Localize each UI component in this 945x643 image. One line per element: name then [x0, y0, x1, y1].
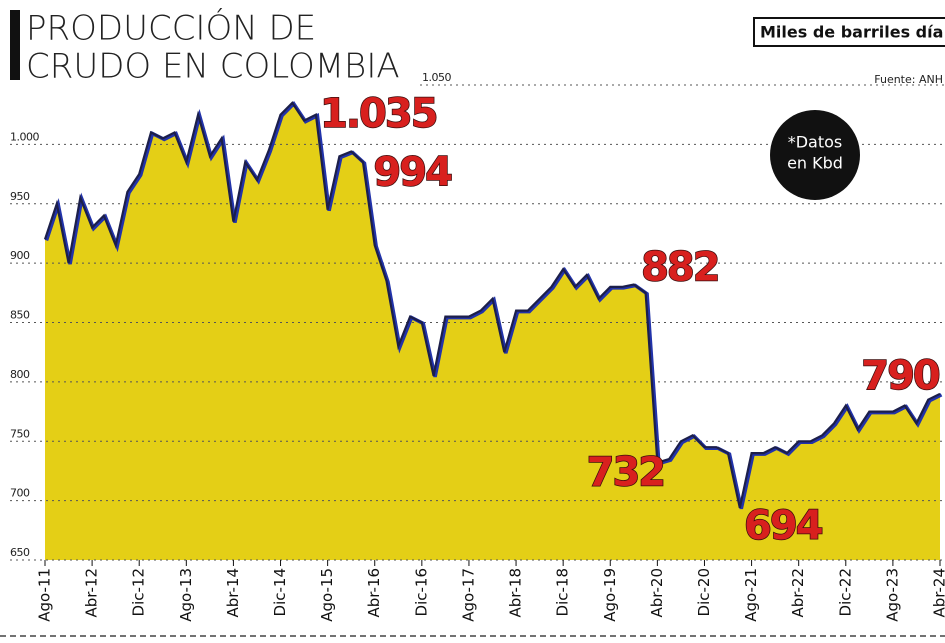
value-label: 694	[744, 503, 822, 549]
value-label: 732	[587, 450, 665, 496]
y-tick-label: 900	[10, 249, 30, 262]
x-tick-label: Dic-22	[836, 568, 854, 616]
chart-title: PRODUCCIÓN DE	[26, 8, 316, 49]
y-tick-label: 1.050	[422, 71, 451, 84]
value-label: 994	[373, 150, 451, 196]
area	[45, 102, 940, 561]
x-tick-label: Abr-20	[648, 568, 666, 618]
value-label: 882	[641, 245, 719, 291]
unit-box	[753, 17, 945, 47]
x-tick-label: Ago-23	[883, 568, 901, 622]
line-shadow	[44, 101, 943, 510]
x-tick-label: Dic-16	[412, 568, 430, 616]
y-tick-label: 650	[10, 546, 30, 559]
y-tick-label: 950	[10, 190, 30, 203]
note: en Kbd	[787, 154, 843, 173]
y-tick-label: 850	[10, 309, 30, 322]
x-tick-label: Dic-14	[271, 568, 289, 616]
x-tick-label: Dic-18	[554, 568, 572, 616]
x-tick-label: Abr-24	[931, 568, 945, 618]
x-tick-label: Abr-16	[365, 568, 383, 618]
x-tick-label: Abr-18	[507, 568, 525, 618]
x-tick-label: Abr-22	[789, 568, 807, 618]
x-tick-label: Abr-12	[83, 568, 101, 618]
x-tick-label: Abr-14	[224, 568, 242, 618]
y-tick-label: 1.000	[10, 130, 39, 143]
x-tick-label: Ago-15	[318, 568, 336, 622]
unit-label: Miles de barriles día	[760, 23, 943, 42]
x-tick-label: Dic-20	[695, 568, 713, 616]
y-tick-label: 800	[10, 368, 30, 381]
title-bar	[10, 10, 20, 80]
value-label: 790	[861, 353, 939, 399]
note-circle	[770, 110, 860, 200]
line	[43, 101, 941, 509]
source: Fuente: ANH	[874, 73, 943, 86]
x-tick-label: Ago-21	[742, 568, 760, 622]
y-tick-label: 750	[10, 427, 30, 440]
x-tick-label: Ago-17	[459, 568, 477, 622]
x-tick-label: Ago-19	[601, 568, 619, 622]
value-label: 1.035	[320, 91, 437, 137]
x-tick-label: Ago-11	[36, 568, 54, 622]
plot: 650 700 750 800 850 900 950 1.000 1.050 Ago-11 Abr…	[10, 71, 945, 622]
y-tick-label: 700	[10, 487, 30, 500]
note: *Datos	[788, 133, 843, 152]
x-tick-label: Dic-12	[130, 568, 148, 616]
x-tick-label: Ago-13	[177, 568, 195, 622]
chart-title: CRUDO EN COLOMBIA	[26, 47, 400, 87]
